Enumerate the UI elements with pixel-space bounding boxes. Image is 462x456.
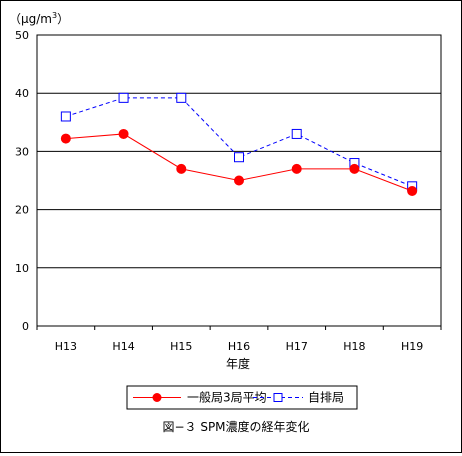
data-point-series-1 — [234, 175, 244, 186]
y-tick-label: 20 — [15, 204, 29, 217]
legend-marker-2 — [273, 393, 283, 402]
data-point-series-2 — [291, 128, 302, 139]
y-tick-label: 50 — [15, 29, 29, 42]
y-tick-label: 30 — [15, 145, 29, 158]
legend-label-1: 一般局3局平均 — [187, 390, 267, 405]
data-point-series-2 — [118, 92, 129, 103]
chart-title: 図−３ SPM濃度の経年変化 — [162, 419, 309, 434]
data-point-series-2 — [234, 152, 244, 163]
unit-label: （μg/m3） — [9, 11, 69, 26]
x-tick-label: H14 — [112, 340, 134, 353]
x-tick-label: H13 — [55, 340, 77, 353]
legend-box — [126, 385, 358, 410]
data-point-series-1 — [176, 163, 187, 174]
x-tick-label: H18 — [343, 340, 365, 353]
legend: 一般局3局平均 自排局 — [133, 390, 344, 405]
x-tick-label: H15 — [170, 340, 192, 353]
data-point-series-2 — [60, 111, 71, 122]
series-line-2 — [65, 97, 413, 187]
plot-area: 0 10 20 30 40 50 H13 H14 H15 H16 H17 H18 H19 — [15, 29, 442, 353]
data-point-series-2 — [176, 92, 187, 103]
legend-marker-1 — [152, 393, 162, 402]
unit-close: ） — [57, 12, 69, 26]
data-point-series-1 — [118, 128, 129, 139]
x-tick-label: H19 — [401, 340, 423, 353]
y-tick-label: 40 — [15, 87, 29, 100]
legend-label-2: 自排局 — [308, 391, 344, 405]
unit-superscript: 3 — [52, 11, 57, 20]
data-point-series-1 — [291, 163, 302, 174]
data-point-series-1 — [60, 133, 71, 144]
plot-border — [36, 34, 442, 327]
data-point-series-1 — [349, 163, 360, 174]
y-tick-label: 0 — [22, 320, 29, 333]
x-axis-label: 年度 — [226, 356, 250, 371]
y-tick-label: 10 — [15, 262, 29, 275]
x-tick-label: H16 — [228, 340, 250, 353]
data-point-series-1 — [407, 185, 418, 196]
x-tick-label: H17 — [286, 340, 308, 353]
